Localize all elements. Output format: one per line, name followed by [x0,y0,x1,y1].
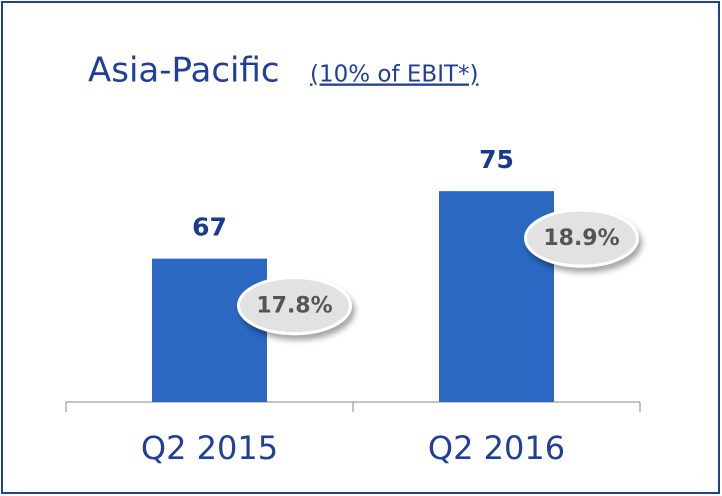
margin-bubble [524,208,639,268]
x-tick-label: Q2 2015 [141,429,278,467]
bar [152,258,267,402]
margin-bubble [237,276,352,336]
chart-title: Asia-Pacific [88,51,280,91]
chart-subtitle: (10% of EBIT*) [310,62,479,88]
value-label: 67 [192,213,227,242]
x-tick-label: Q2 2016 [428,429,565,467]
margin-label: 18.9% [543,226,619,251]
margin-label: 17.8% [256,294,332,319]
value-label: 75 [479,145,514,174]
